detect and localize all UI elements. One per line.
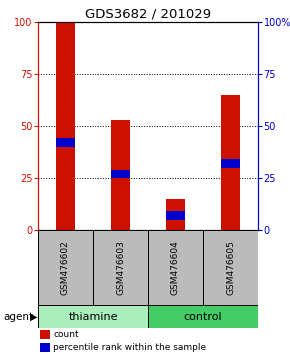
Text: percentile rank within the sample: percentile rank within the sample [53,343,206,352]
Bar [166,199,185,230]
Bar [38,305,148,328]
Text: thiamine: thiamine [68,312,118,321]
Bar [166,211,185,219]
Bar [56,22,75,230]
Text: agent: agent [3,312,33,321]
Text: control: control [184,312,222,321]
Bar [203,230,258,305]
Bar [221,95,240,230]
Text: GSM476602: GSM476602 [61,240,70,295]
Bar [93,230,148,305]
Bar [148,305,258,328]
Bar [221,159,240,167]
Bar [111,170,130,178]
Text: count: count [53,330,79,339]
Text: GSM476603: GSM476603 [116,240,125,295]
Text: ▶: ▶ [30,312,37,321]
Text: GSM476604: GSM476604 [171,240,180,295]
Bar [111,120,130,230]
Title: GDS3682 / 201029: GDS3682 / 201029 [85,8,211,21]
Bar [148,230,203,305]
Bar [40,343,50,352]
Text: GSM476605: GSM476605 [226,240,235,295]
Bar [56,138,75,147]
Bar [40,330,50,339]
Bar [38,230,93,305]
